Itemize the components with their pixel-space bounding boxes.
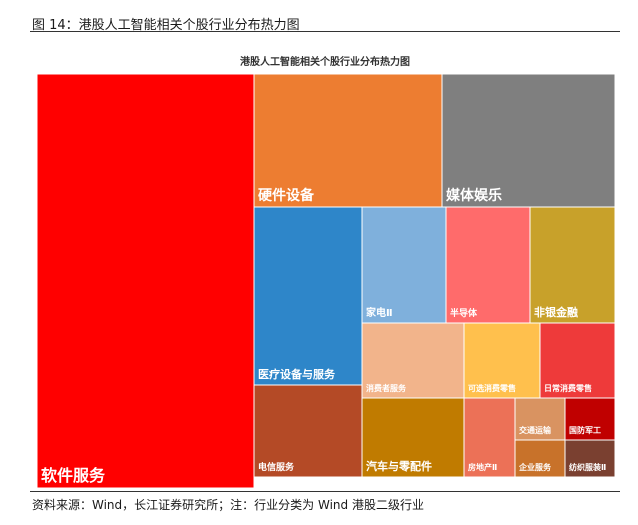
treemap-tile-rect bbox=[253, 384, 363, 478]
treemap-tile-rect bbox=[361, 397, 465, 478]
treemap-tile: 媒体娱乐 bbox=[441, 73, 616, 208]
treemap-tile-label: 房地产Ⅱ bbox=[468, 462, 497, 472]
treemap-tile-label: 硬件设备 bbox=[258, 187, 315, 204]
figure-title: 图 14：港股人工智能相关个股行业分布热力图 bbox=[32, 18, 300, 33]
treemap-tile-rect bbox=[564, 439, 616, 478]
treemap-tile-label: 国防军工 bbox=[569, 425, 601, 435]
top-rule bbox=[30, 31, 620, 32]
treemap-tile-label: 电信服务 bbox=[258, 461, 295, 473]
treemap-tile-rect bbox=[445, 206, 531, 324]
treemap-tile-rect bbox=[564, 397, 616, 441]
source-note: 资料来源：Wind，长江证券研究所；注：行业分类为 Wind 港股二级行业 bbox=[32, 498, 424, 512]
treemap-tile-label: 医疗设备与服务 bbox=[258, 367, 336, 381]
treemap-tile-label: 日常消费零售 bbox=[544, 383, 592, 393]
treemap-tile: 日常消费零售 bbox=[539, 322, 616, 399]
treemap-tile-label: 家电Ⅱ bbox=[366, 306, 393, 319]
treemap-tile-label: 可选消费零售 bbox=[468, 383, 516, 393]
treemap-tile: 纺织服装Ⅱ bbox=[564, 439, 616, 478]
treemap-tile: 消费者服务 bbox=[361, 322, 465, 399]
treemap-tile: 国防军工 bbox=[564, 397, 616, 441]
treemap-tile-rect bbox=[361, 206, 447, 324]
treemap-tile-label: 软件服务 bbox=[41, 466, 106, 485]
treemap-tile-label: 企业服务 bbox=[518, 462, 552, 472]
treemap-tile-rect bbox=[539, 322, 616, 399]
treemap-tile: 企业服务 bbox=[514, 439, 566, 478]
treemap-tile-rect bbox=[514, 439, 566, 478]
treemap-tile-label: 非银金融 bbox=[534, 305, 578, 319]
treemap-tile-label: 媒体娱乐 bbox=[445, 187, 502, 204]
chart-title: 港股人工智能相关个股行业分布热力图 bbox=[240, 55, 410, 68]
treemap-tile-label: 半导体 bbox=[450, 307, 478, 319]
treemap-tile: 半导体 bbox=[445, 206, 531, 324]
treemap-tile: 软件服务 bbox=[36, 73, 255, 489]
bottom-rule bbox=[30, 491, 620, 492]
treemap-tile: 非银金融 bbox=[529, 206, 616, 324]
treemap-tile-label: 纺织服装Ⅱ bbox=[569, 462, 606, 472]
treemap-tile: 电信服务 bbox=[253, 384, 363, 478]
treemap-tile: 医疗设备与服务 bbox=[253, 206, 363, 386]
treemap-tile: 交通运输 bbox=[514, 397, 566, 441]
treemap-tile: 汽车与零配件 bbox=[361, 397, 465, 478]
treemap-tile-label: 消费者服务 bbox=[366, 383, 407, 393]
treemap-tile: 家电Ⅱ bbox=[361, 206, 447, 324]
treemap-chart: 港股人工智能相关个股行业分布热力图 软件服务 硬件设备 媒体娱乐医疗设备与服务 家电Ⅱ… bbox=[30, 44, 620, 490]
treemap-tile-rect bbox=[36, 73, 255, 489]
treemap-tile: 可选消费零售 bbox=[463, 322, 541, 399]
treemap-tile-rect bbox=[463, 322, 541, 399]
treemap-tile-label: 汽车与零配件 bbox=[366, 459, 432, 473]
treemap-tile-rect bbox=[253, 206, 363, 386]
treemap-tile-rect bbox=[529, 206, 616, 324]
treemap-tile: 房地产Ⅱ bbox=[463, 397, 516, 478]
treemap-tile: 硬件设备 bbox=[253, 73, 443, 208]
treemap-tile-label: 交通运输 bbox=[519, 425, 552, 435]
treemap-tile-rect bbox=[463, 397, 516, 478]
